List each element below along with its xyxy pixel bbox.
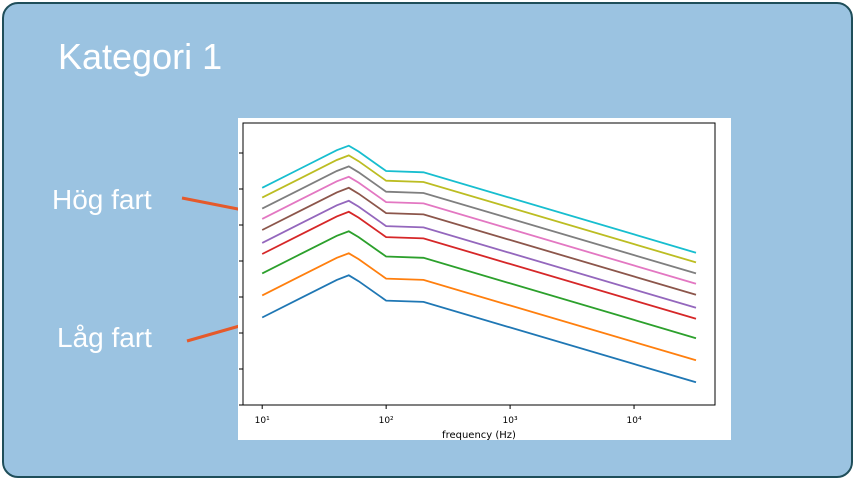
series-line-5 <box>261 186 697 296</box>
x-tick-label-2: 10³ <box>503 416 518 426</box>
slide-title: Kategori 1 <box>58 36 223 77</box>
x-axis-label: frequency (Hz) <box>442 430 516 440</box>
series-line-2 <box>261 230 697 340</box>
chart-image: 10¹ 10² 10³ 10⁴ frequency (Hz) <box>238 118 731 441</box>
series-line-9 <box>261 144 697 254</box>
series-lines <box>261 144 697 384</box>
label-high-speed: Hög fart <box>52 184 152 215</box>
series-line-1 <box>261 252 697 362</box>
x-tick-label-3: 10⁴ <box>627 416 642 426</box>
arrow-high-shaft <box>181 196 244 212</box>
arrow-low-shaft <box>186 323 244 343</box>
x-tick-label-1: 10² <box>379 416 394 426</box>
label-low-speed: Låg fart <box>57 322 152 353</box>
series-line-0 <box>261 274 697 384</box>
series-line-8 <box>261 154 697 264</box>
series-line-3 <box>261 210 697 320</box>
x-ticks: 10¹ 10² 10³ 10⁴ <box>255 405 642 426</box>
series-line-6 <box>261 175 697 285</box>
line-chart: 10¹ 10² 10³ 10⁴ frequency (Hz) <box>239 122 716 441</box>
series-line-4 <box>261 199 697 309</box>
plot-frame <box>242 122 716 406</box>
y-ticks <box>239 152 243 406</box>
series-line-7 <box>261 165 697 275</box>
x-tick-label-0: 10¹ <box>255 416 270 426</box>
